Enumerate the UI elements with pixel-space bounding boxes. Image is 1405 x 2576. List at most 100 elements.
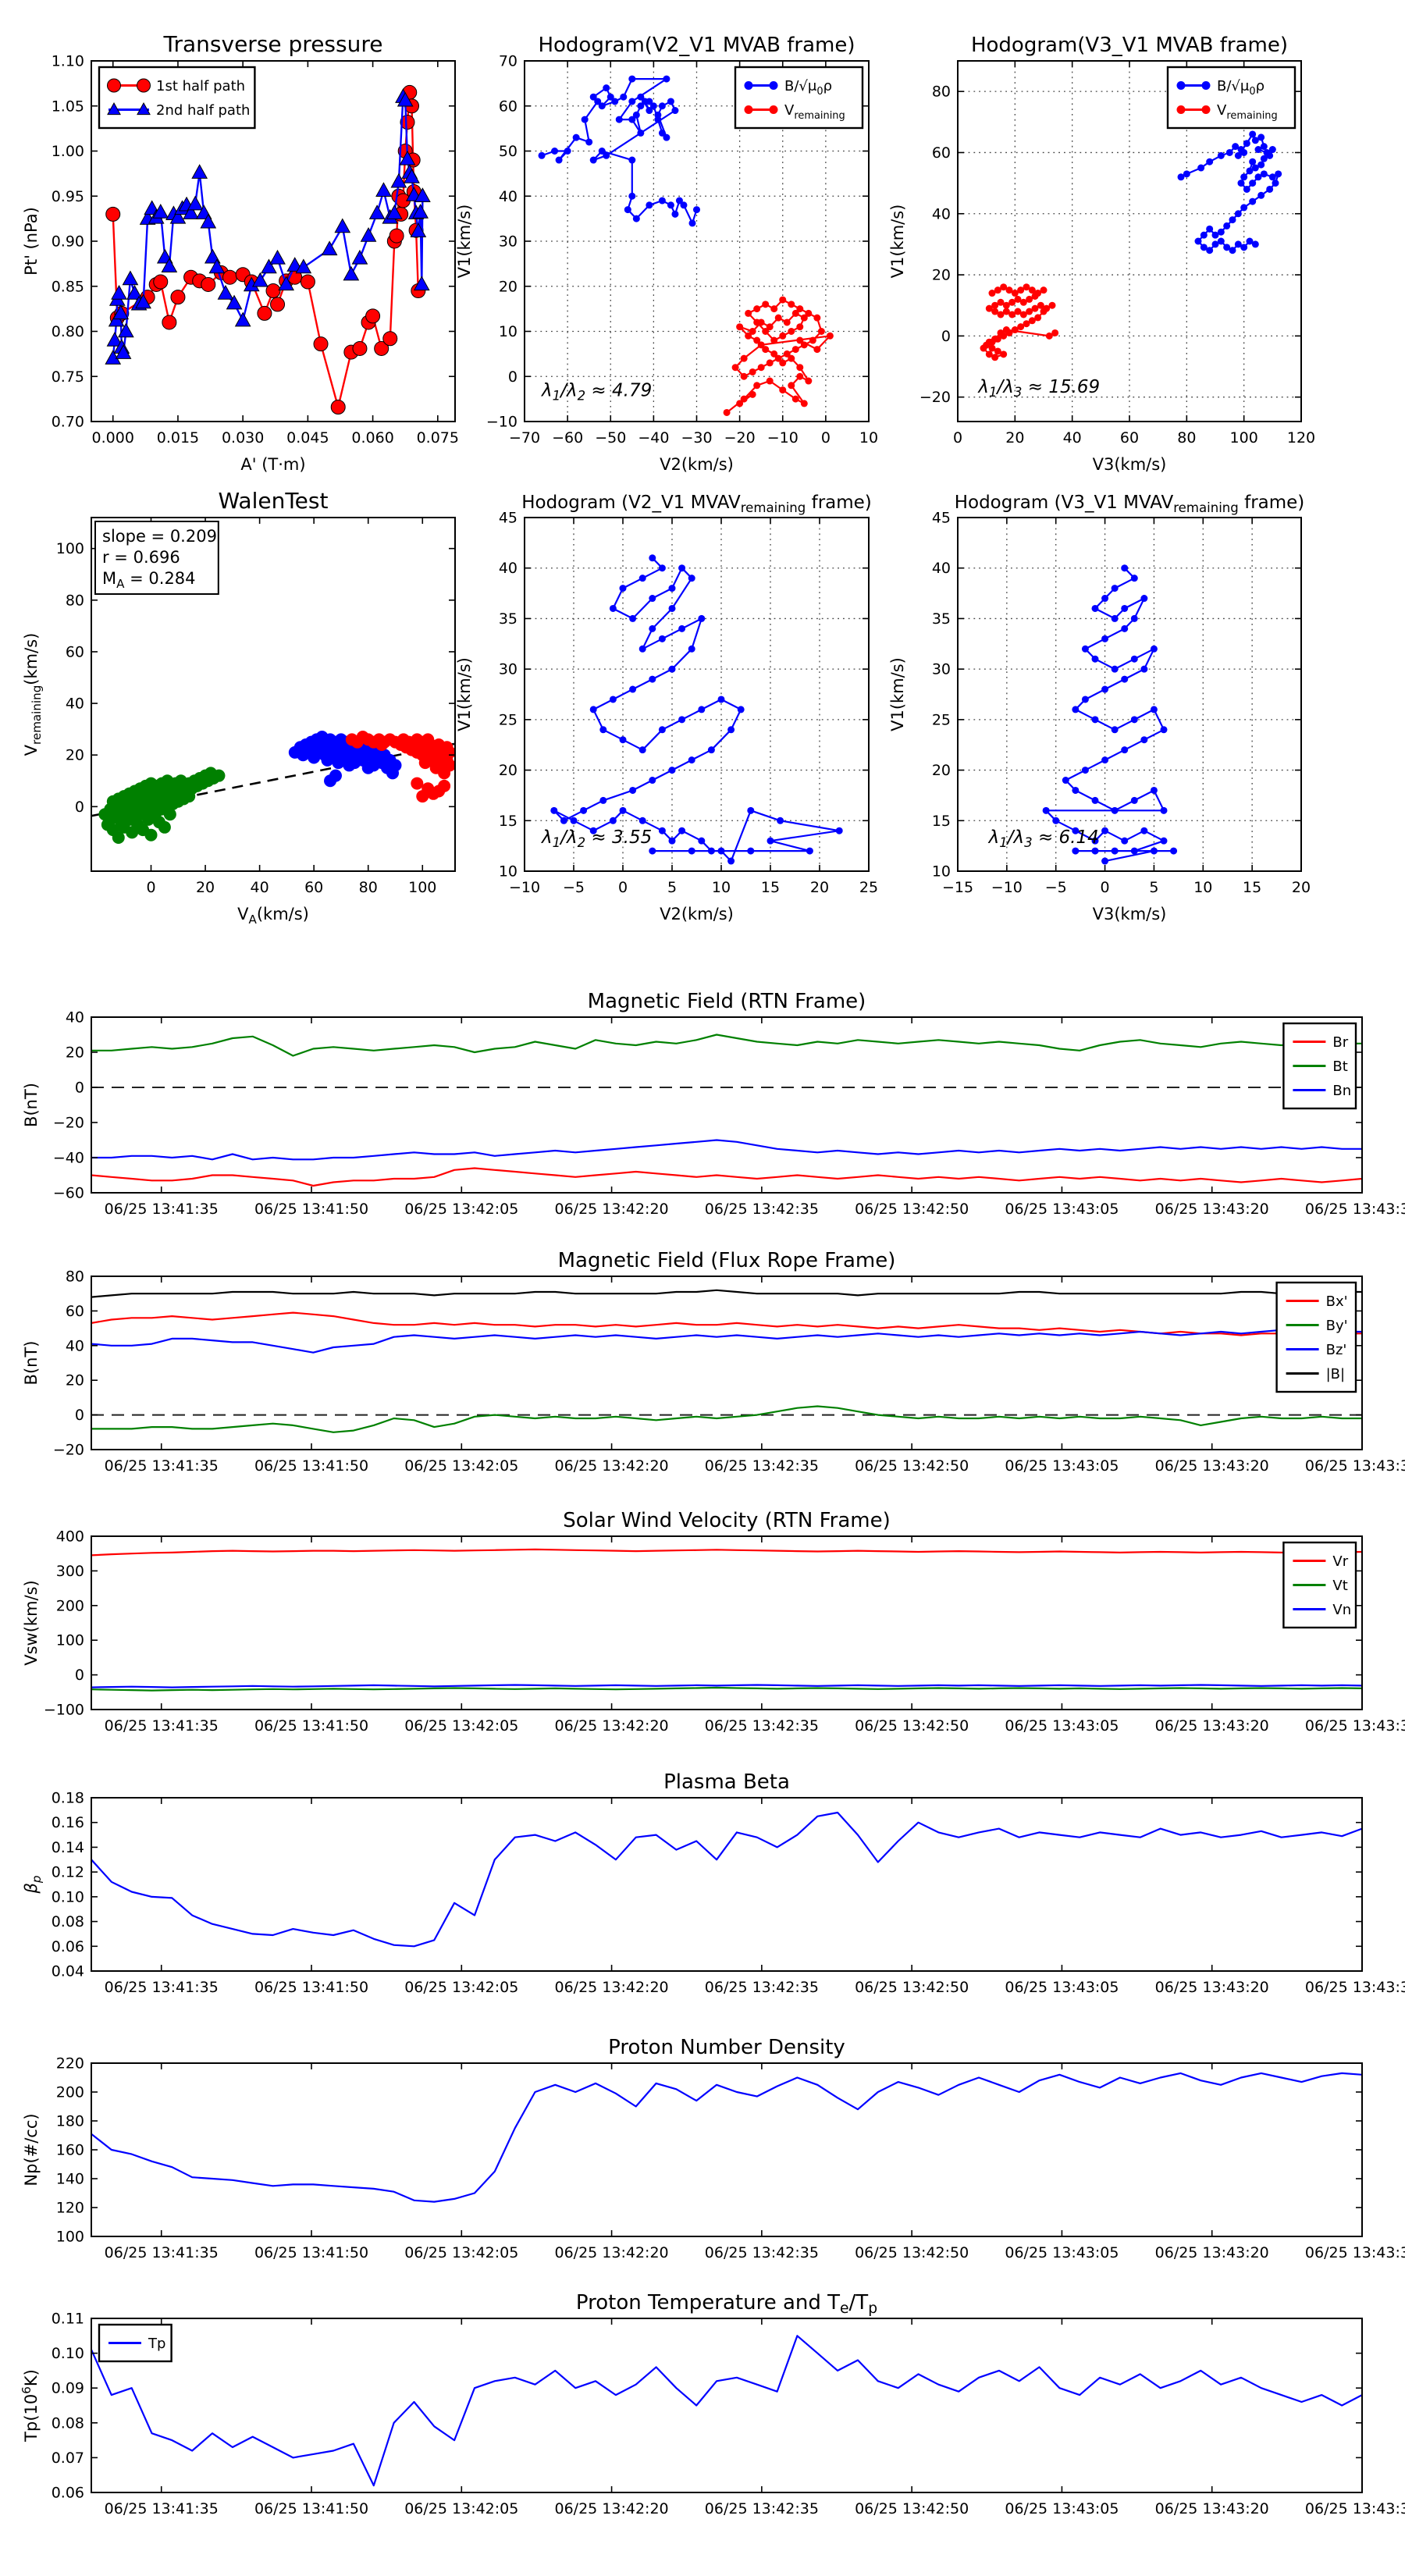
x-tick-label: −10 (509, 879, 540, 896)
x-tick-label: 60 (304, 879, 323, 896)
marker (658, 102, 666, 110)
marker (1072, 786, 1080, 794)
marker (137, 101, 151, 116)
marker (1201, 81, 1211, 90)
x-axis-label: VA​(km/s) (237, 905, 309, 927)
marker (649, 595, 656, 603)
marker (1072, 706, 1080, 713)
marker (654, 111, 662, 119)
y-tick-label: −100 (44, 1702, 84, 1719)
marker (1034, 314, 1042, 322)
marker (278, 276, 294, 291)
x-tick-label: 06/25 13:41:50 (254, 2500, 368, 2517)
marker (1229, 216, 1236, 224)
y-tick-label: 20 (499, 762, 518, 779)
marker (1121, 675, 1129, 683)
marker (343, 265, 360, 281)
marker (628, 75, 636, 83)
y-tick-label: −20 (919, 389, 951, 406)
marker (1040, 308, 1048, 315)
marker (1005, 286, 1013, 294)
marker (988, 290, 996, 297)
annotation: λ1​/λ3​ ≈ 6.14 (987, 827, 1099, 850)
marker (668, 604, 676, 612)
panel-proton-temp: 06/25 13:41:35 06/25 13:41:50 06/25 13:42:… (20, 2291, 1405, 2517)
marker (638, 575, 646, 582)
panel-hodogram-v2v1-mvav: −10 −5 0 5 10 15 20 25 10 15 20 25 30 35 40 45 V2(km/s) V… (455, 493, 878, 923)
x-tick-label: 06/25 13:42:05 (404, 1717, 518, 1735)
marker (122, 270, 139, 286)
panel-vsw-rtn: 06/25 13:41:35 06/25 13:41:50 06/25 13:42:… (22, 1509, 1405, 1735)
x-tick-label: 06/25 13:42:35 (705, 2244, 819, 2261)
marker (766, 377, 774, 385)
marker (779, 359, 787, 367)
y-axis-label: Np(#/cc) (22, 2113, 41, 2186)
x-tick-label: 06/25 13:42:20 (555, 1979, 669, 1996)
marker (749, 390, 756, 398)
chart-title: Magnetic Field (RTN Frame) (588, 990, 866, 1013)
marker (1130, 614, 1138, 622)
marker (638, 746, 646, 754)
marker (1037, 301, 1044, 309)
marker (770, 305, 778, 313)
x-tick-label: 06/25 13:42:35 (705, 1201, 819, 1218)
marker (581, 116, 589, 123)
marker (1017, 286, 1025, 294)
axes-frame (91, 1797, 1363, 1972)
series-V hodogram (1045, 567, 1175, 863)
marker (551, 148, 559, 155)
series-Vt (91, 1686, 1362, 1692)
marker (1130, 716, 1138, 724)
marker (163, 808, 176, 821)
x-tick-label: −10 (767, 429, 799, 447)
marker (589, 93, 597, 101)
y-tick-label: 60 (66, 643, 84, 660)
marker (1121, 624, 1129, 632)
y-tick-label: 35 (932, 610, 951, 628)
marker (774, 354, 782, 362)
marker (570, 817, 578, 824)
marker (152, 204, 169, 219)
marker (1002, 301, 1010, 309)
marker (1026, 308, 1033, 315)
marker (675, 197, 683, 205)
y-tick-label: 40 (932, 205, 951, 222)
marker (1140, 827, 1148, 834)
marker (637, 129, 645, 137)
marker (1040, 286, 1048, 294)
x-tick-label: 0 (146, 879, 155, 896)
marker (1052, 817, 1060, 824)
marker (817, 328, 825, 335)
y-tick-label: 1.00 (52, 143, 84, 160)
y-tick-label: 0 (75, 1407, 84, 1424)
x-tick-label: 06/25 13:41:35 (105, 1457, 219, 1475)
legend: Vr Vt Vn (1282, 1541, 1357, 1629)
marker (382, 331, 398, 347)
marker (649, 777, 656, 785)
marker (609, 696, 617, 703)
marker (1000, 283, 1008, 291)
marker (1194, 237, 1202, 245)
x-tick-label: −40 (638, 429, 669, 447)
marker (108, 311, 125, 327)
marker (153, 274, 169, 290)
legend-label: Vt (1332, 1578, 1347, 1594)
panel-walen-test: 0 20 40 60 80 100 0 20 40 60 80 100 VA​(km/s) Vremain… (22, 488, 456, 927)
marker (594, 98, 602, 105)
marker (1130, 575, 1138, 582)
marker (1266, 151, 1274, 159)
marker (744, 105, 753, 114)
marker (374, 340, 389, 356)
y-axis-label: B(nT) (22, 1341, 41, 1386)
marker (766, 359, 774, 367)
marker (667, 98, 674, 105)
y-tick-label: 15 (499, 813, 518, 830)
y-tick-label: 40 (932, 560, 951, 577)
x-tick-label: 06/25 13:43:20 (1155, 1979, 1269, 1996)
y-tick-label: 0 (508, 368, 518, 386)
marker (980, 344, 987, 352)
marker (397, 91, 414, 107)
marker (1091, 837, 1099, 845)
marker (985, 304, 993, 312)
chart-title: Hodogram(V2_V1 MVAB frame) (538, 34, 855, 57)
